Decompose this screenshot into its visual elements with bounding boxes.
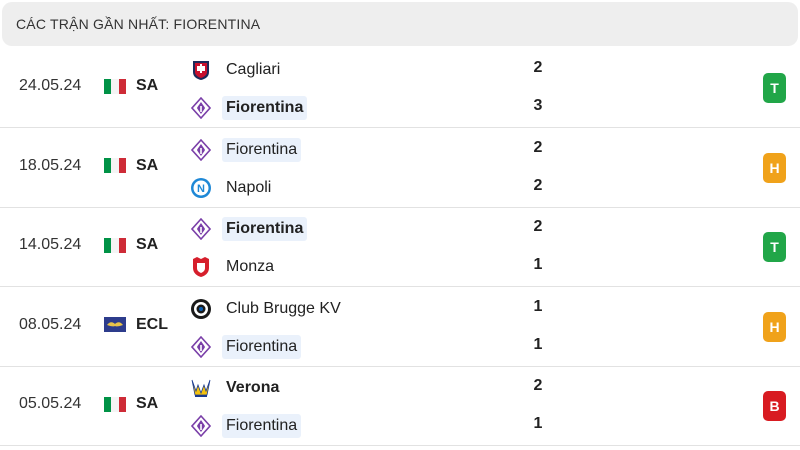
home-score: 2 xyxy=(533,138,543,156)
napoli-crest-icon: N xyxy=(190,177,212,199)
match-row[interactable]: 05.05.24 SA Verona Fiorentina B xyxy=(0,366,800,446)
league-info: ECL xyxy=(104,316,168,334)
away-team-name: Monza xyxy=(226,258,275,275)
result-badge: H xyxy=(763,311,786,342)
home-team[interactable]: Cagliari xyxy=(190,55,284,85)
home-team[interactable]: Fiorentina xyxy=(190,135,302,165)
away-team[interactable]: Fiorentina xyxy=(190,332,302,362)
league-info: SA xyxy=(104,77,158,95)
match-row[interactable]: 14.05.24 SA Fiorentina Monza T xyxy=(0,207,800,287)
home-team-name: Club Brugge KV xyxy=(226,299,341,317)
league-code: ECL xyxy=(136,315,168,333)
fiorentina-crest-icon xyxy=(190,218,212,240)
away-score: 2 xyxy=(533,176,543,194)
fiorentina-crest-icon xyxy=(190,97,212,119)
home-team[interactable]: Club Brugge KV xyxy=(190,294,345,324)
match-row[interactable]: 18.05.24 SA Fiorentina N Napoli H xyxy=(0,128,800,208)
fiorentina-crest-icon xyxy=(190,415,212,437)
fiorentina-crest-icon xyxy=(190,335,212,358)
match-date: 24.05.24 xyxy=(19,77,82,94)
home-team[interactable]: Fiorentina xyxy=(190,214,308,244)
italy-flag-icon xyxy=(104,237,126,253)
result-badge: B xyxy=(763,391,786,421)
home-team-name: Verona xyxy=(226,379,280,396)
away-team-name: Fiorentina xyxy=(222,334,302,359)
home-team-name: Fiorentina xyxy=(222,217,308,241)
league-code: SA xyxy=(136,77,159,94)
away-team[interactable]: Fiorentina xyxy=(190,93,308,123)
league-info: SA xyxy=(104,236,158,254)
result-badge: T xyxy=(763,232,786,262)
home-score: 1 xyxy=(533,297,543,315)
fiorentina-crest-icon xyxy=(190,138,212,161)
home-score: 2 xyxy=(533,59,543,76)
home-team-name: Cagliari xyxy=(226,61,281,78)
match-row[interactable]: 24.05.24 SA Cagliari Fiorentina T xyxy=(0,48,800,128)
away-team[interactable]: N Napoli xyxy=(190,173,275,203)
home-team[interactable]: Verona xyxy=(190,373,283,403)
league-info: SA xyxy=(104,157,158,175)
away-team[interactable]: Monza xyxy=(190,252,278,282)
italy-flag-icon xyxy=(104,396,126,412)
result-badge: H xyxy=(763,152,786,183)
away-score: 1 xyxy=(533,256,543,273)
away-team[interactable]: Fiorentina xyxy=(190,411,302,441)
league-code: SA xyxy=(136,156,159,174)
result-badge: T xyxy=(763,73,786,103)
europe-flag-icon xyxy=(104,317,126,332)
svg-text:N: N xyxy=(197,183,205,195)
match-date: 14.05.24 xyxy=(19,236,82,253)
match-date: 05.05.24 xyxy=(19,395,82,412)
verona-crest-icon xyxy=(190,377,212,399)
match-date: 08.05.24 xyxy=(19,315,82,333)
away-team-name: Fiorentina xyxy=(222,414,302,438)
italy-flag-icon xyxy=(104,158,126,173)
league-info: SA xyxy=(104,395,158,413)
away-score: 1 xyxy=(533,415,543,432)
italy-flag-icon xyxy=(104,78,126,94)
home-team-name: Fiorentina xyxy=(222,137,302,162)
away-score: 1 xyxy=(533,335,543,353)
league-code: SA xyxy=(136,395,159,412)
away-team-name: Napoli xyxy=(226,178,272,196)
section-header: CÁC TRẬN GẦN NHẤT: FIORENTINA xyxy=(2,2,798,46)
match-row[interactable]: 08.05.24 ECL Club Brugge KV Fiorentina H xyxy=(0,287,800,367)
away-score: 3 xyxy=(533,97,543,114)
home-score: 2 xyxy=(533,377,543,394)
league-code: SA xyxy=(136,236,159,253)
match-date: 18.05.24 xyxy=(19,156,82,174)
monza-crest-icon xyxy=(190,256,212,278)
home-score: 2 xyxy=(533,218,543,235)
away-team-name: Fiorentina xyxy=(222,96,308,120)
cagliari-crest-icon xyxy=(190,59,212,81)
club-brugge-crest-icon xyxy=(190,298,212,320)
